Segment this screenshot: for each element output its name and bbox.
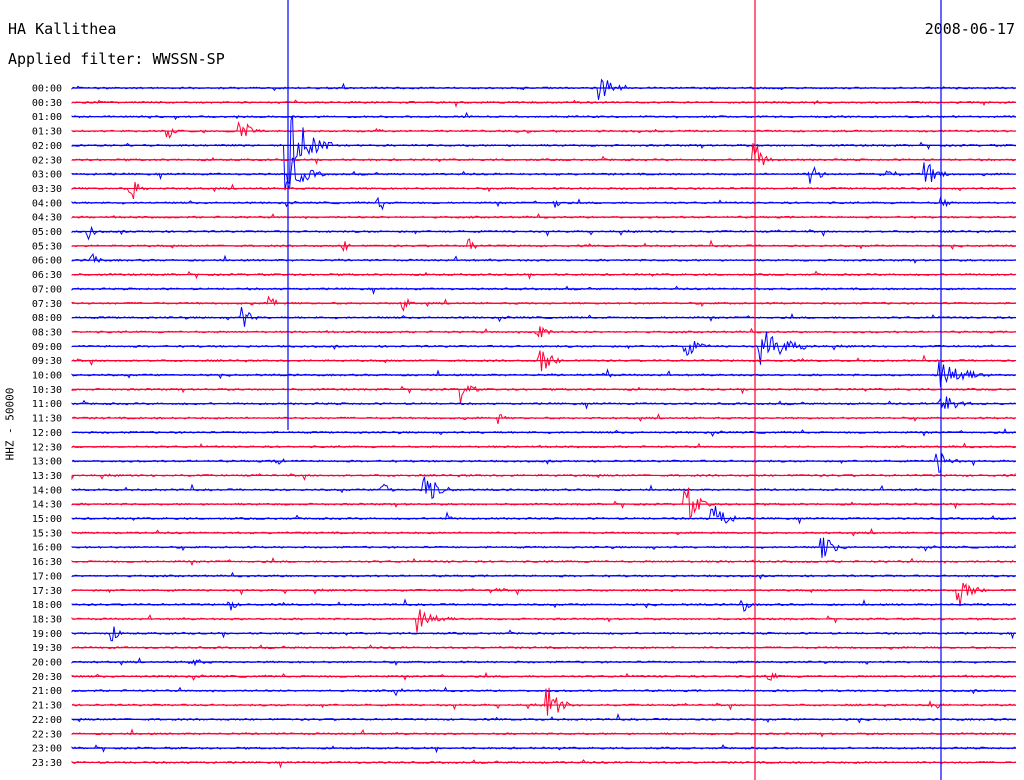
row-time-label: 09:30	[32, 356, 62, 367]
trace-line-0530	[71, 238, 1016, 253]
trace-line-0800	[71, 307, 1016, 327]
row-time-label: 02:30	[32, 155, 62, 166]
row-time-label: 17:30	[32, 586, 62, 597]
row-time-label: 05:30	[32, 241, 62, 252]
row-time-label: 08:00	[32, 313, 62, 324]
row-time-label: 03:30	[32, 184, 62, 195]
row-time-label: 19:00	[32, 629, 62, 640]
row-time-label: 23:30	[32, 758, 62, 769]
trace-line-1500	[71, 506, 1016, 525]
row-time-label: 08:30	[32, 327, 62, 338]
row-time-label: 21:30	[32, 701, 62, 712]
trace-line-0500	[71, 225, 1016, 241]
row-time-label: 16:30	[32, 557, 62, 568]
row-time-label: 11:30	[32, 414, 62, 425]
trace-line-0400	[71, 196, 1016, 211]
row-time-label: 02:00	[32, 141, 62, 152]
row-time-label: 13:00	[32, 457, 62, 468]
trace-line-0900	[71, 331, 1016, 365]
row-time-label: 12:00	[32, 428, 62, 439]
row-time-label: 05:00	[32, 227, 62, 238]
row-time-label: 11:00	[32, 399, 62, 410]
filter-label: Applied filter: WWSSN-SP	[8, 50, 225, 68]
trace-line-0130	[71, 121, 1016, 139]
trace-line-1230	[71, 442, 1016, 449]
row-time-label: 14:30	[32, 500, 62, 511]
trace-line-1300	[71, 452, 1016, 473]
trace-line-0600	[71, 252, 1016, 264]
row-time-label: 22:30	[32, 729, 62, 740]
trace-line-2100	[71, 686, 1016, 697]
row-time-label: 04:00	[32, 198, 62, 209]
trace-line-0700	[71, 285, 1016, 295]
trace-line-1800	[71, 598, 1016, 612]
trace-line-1000	[71, 361, 1016, 387]
trace-line-0230	[71, 142, 1016, 166]
row-time-label: 14:00	[32, 485, 62, 496]
trace-line-0330	[71, 181, 1016, 200]
row-time-label: 01:00	[32, 112, 62, 123]
row-time-label: 06:00	[32, 256, 62, 267]
trace-line-1830	[71, 609, 1016, 633]
trace-line-2200	[71, 713, 1016, 724]
row-time-label: 15:30	[32, 528, 62, 539]
row-time-label: 23:00	[32, 744, 62, 755]
row-time-label: 10:30	[32, 385, 62, 396]
trace-line-0030	[71, 99, 1016, 108]
row-time-label: 09:00	[32, 342, 62, 353]
trace-line-1600	[71, 537, 1016, 558]
row-time-label: 22:00	[32, 715, 62, 726]
row-time-label: 17:00	[32, 571, 62, 582]
date-label: 2008-06-17	[924, 20, 1015, 38]
station-title: HA Kallithea	[8, 20, 117, 38]
row-time-label: 18:30	[32, 614, 62, 625]
trace-line-2230	[71, 728, 1016, 738]
row-time-label: 15:00	[32, 514, 62, 525]
trace-line-1730	[71, 582, 1016, 607]
trace-line-1400	[71, 476, 1016, 500]
trace-line-0200	[71, 115, 1016, 191]
row-time-label: 20:00	[32, 658, 62, 669]
row-time-label: 12:30	[32, 442, 62, 453]
trace-line-1430	[71, 487, 1016, 520]
row-time-label: 06:30	[32, 270, 62, 281]
row-time-label: 00:30	[32, 98, 62, 109]
row-time-label: 10:00	[32, 371, 62, 382]
trace-line-0000	[71, 78, 1016, 100]
row-time-label: 18:00	[32, 600, 62, 611]
trace-line-1030	[71, 384, 1016, 404]
trace-line-2330	[71, 759, 1016, 769]
trace-line-1130	[71, 413, 1016, 425]
trace-line-1330	[71, 473, 1016, 481]
row-time-label: 01:30	[32, 127, 62, 138]
row-time-label: 13:30	[32, 471, 62, 482]
row-time-label: 00:00	[32, 84, 62, 95]
row-time-label: 19:30	[32, 643, 62, 654]
row-time-label: 07:30	[32, 299, 62, 310]
trace-line-1100	[71, 396, 1016, 410]
row-time-label: 20:30	[32, 672, 62, 683]
row-time-label: 16:00	[32, 543, 62, 554]
row-time-label: 03:00	[32, 170, 62, 181]
row-time-label: 07:00	[32, 284, 62, 295]
row-time-label: 04:30	[32, 213, 62, 224]
row-time-label: 21:00	[32, 686, 62, 697]
trace-line-0430	[71, 212, 1016, 220]
